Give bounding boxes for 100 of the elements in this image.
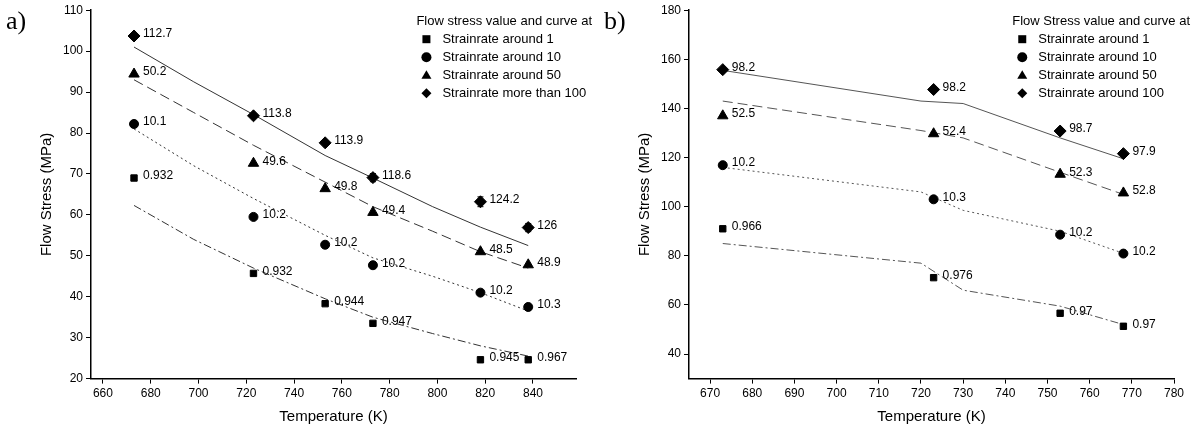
y-tick-label: 60 — [69, 207, 84, 222]
legend-label: Strainrate around 1 — [442, 30, 554, 46]
annotation: 10.1 — [143, 114, 167, 129]
y-tick-label: 30 — [69, 329, 84, 344]
annotation: 124.2 — [489, 192, 520, 207]
x-tick-label: 700 — [826, 386, 847, 401]
point — [369, 319, 377, 328]
legend-label: Strainrate around 100 — [1038, 84, 1165, 100]
y-axis-title: Flow Stress (MPa) — [37, 132, 55, 257]
x-tick-label: 730 — [953, 386, 974, 401]
annotation: 0.945 — [489, 350, 520, 365]
point — [927, 127, 940, 138]
x-tick-label: 780 — [1163, 386, 1185, 401]
point — [318, 136, 332, 150]
point — [929, 273, 938, 282]
annotation: 49.6 — [262, 153, 287, 168]
annotation: 10.2 — [381, 255, 406, 270]
point — [249, 269, 258, 278]
x-tick-label: 720 — [236, 386, 257, 401]
y-tick-label: 90 — [69, 84, 84, 99]
point — [717, 109, 729, 120]
y-tick-label: 60 — [667, 297, 682, 312]
annotation: 48.9 — [537, 255, 561, 270]
annotation: 10.2 — [1132, 243, 1157, 258]
annotation: 10.2 — [334, 235, 358, 250]
annotation: 48.5 — [489, 242, 514, 257]
legend-label: Strainrate around 50 — [1038, 66, 1157, 82]
x-axis-title: Temperature (K) — [279, 407, 388, 425]
point — [1055, 229, 1066, 240]
y-tick-label: 110 — [63, 2, 84, 17]
x-tick-label: 720 — [910, 386, 932, 401]
x-tick-label: 710 — [868, 386, 890, 401]
legend-label: Strainrate around 10 — [442, 48, 561, 64]
point — [1054, 167, 1066, 178]
point — [247, 156, 260, 167]
annotation: 0.966 — [731, 219, 763, 234]
annotation: 50.2 — [143, 64, 167, 79]
annotation: 98.7 — [1069, 121, 1093, 136]
x-tick-label: 800 — [427, 386, 448, 401]
annotation: 10.2 — [731, 155, 756, 170]
annotation: 0.932 — [143, 168, 174, 183]
y-tick-label: 160 — [660, 51, 682, 66]
point — [927, 83, 941, 97]
point — [928, 194, 939, 205]
annotation: 10.3 — [942, 189, 967, 204]
annotation: 49.4 — [381, 202, 406, 217]
x-tick-label: 680 — [140, 386, 162, 401]
point — [1053, 124, 1067, 138]
x-tick-label: 670 — [700, 386, 721, 401]
y-tick-label: 140 — [660, 100, 682, 115]
y-tick-label: 120 — [660, 149, 682, 164]
x-tick-label: 740 — [284, 386, 305, 401]
legend-label: Strainrate more than 100 — [442, 84, 587, 100]
legend-label: Strainrate around 1 — [1038, 30, 1150, 46]
annotation: 126 — [537, 217, 558, 232]
point — [522, 258, 534, 269]
point — [1116, 147, 1130, 161]
x-tick-label: 820 — [475, 386, 496, 401]
legend-label: Strainrate around 50 — [442, 66, 561, 82]
point — [246, 109, 260, 123]
x-axis-title: Temperature (K) — [877, 407, 986, 425]
annotation: 52.3 — [1069, 164, 1093, 179]
x-tick-label: 760 — [331, 386, 353, 401]
annotation: 98.2 — [731, 59, 756, 74]
point — [320, 239, 331, 250]
x-tick-label: 690 — [784, 386, 805, 401]
annotation: 113.9 — [334, 133, 364, 148]
text: b) — [604, 6, 626, 36]
annotation: 0.967 — [537, 350, 568, 365]
annotation: 0.932 — [262, 263, 293, 278]
point — [524, 356, 532, 364]
point — [129, 119, 140, 129]
annotation: 10.2 — [1069, 224, 1093, 239]
x-tick-label: 770 — [1121, 386, 1143, 401]
annotation: 52.4 — [942, 124, 967, 139]
y-tick-label: 70 — [69, 166, 84, 181]
point — [1117, 186, 1130, 197]
point — [476, 356, 485, 364]
point — [523, 301, 534, 312]
point — [127, 29, 141, 43]
point — [1119, 322, 1128, 330]
point — [474, 245, 487, 256]
annotation: 112.7 — [143, 26, 173, 41]
point — [319, 182, 331, 193]
y-tick-label: 180 — [660, 2, 682, 17]
y-tick-label: 80 — [667, 248, 682, 263]
annotation: 0.97 — [1132, 316, 1157, 331]
annotation: 0.97 — [1069, 303, 1093, 318]
y-tick-label: 100 — [62, 43, 84, 58]
x-tick-label: 760 — [1079, 386, 1100, 401]
point — [719, 225, 727, 233]
annotation: 0.976 — [942, 267, 973, 282]
y-axis-title: Flow Stress (MPa) — [635, 132, 653, 257]
x-tick-label: 840 — [522, 386, 544, 401]
point — [716, 63, 730, 77]
text: a) — [6, 6, 27, 36]
point — [367, 205, 379, 216]
x-tick-label: 680 — [742, 386, 763, 401]
point — [130, 174, 138, 182]
annotation: 97.9 — [1132, 143, 1157, 158]
